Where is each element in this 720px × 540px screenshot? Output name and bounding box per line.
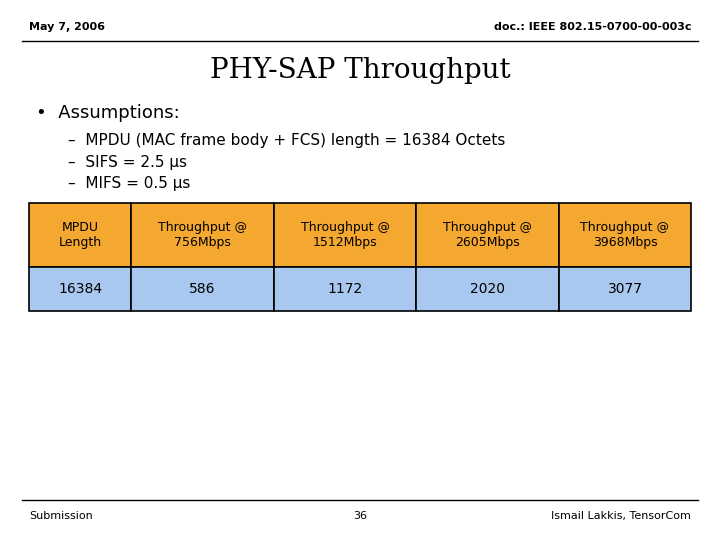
Text: •  Assumptions:: • Assumptions: <box>36 104 180 123</box>
Bar <box>29 202 132 267</box>
Text: 3077: 3077 <box>608 282 642 296</box>
Bar <box>132 202 274 267</box>
Text: –  MIFS = 0.5 μs: – MIFS = 0.5 μs <box>68 176 191 191</box>
Text: 36: 36 <box>353 511 367 521</box>
Text: May 7, 2006: May 7, 2006 <box>29 22 105 32</box>
Bar <box>559 202 691 267</box>
Text: –  MPDU (MAC frame body + FCS) length = 16384 Octets: – MPDU (MAC frame body + FCS) length = 1… <box>68 133 505 148</box>
Text: Throughput @
2605Mbps: Throughput @ 2605Mbps <box>443 221 532 249</box>
Bar <box>416 202 559 267</box>
Text: doc.: IEEE 802.15-0700-00-003c: doc.: IEEE 802.15-0700-00-003c <box>494 22 691 32</box>
Text: 2020: 2020 <box>470 282 505 296</box>
Text: –  SIFS = 2.5 μs: – SIFS = 2.5 μs <box>68 154 187 170</box>
Text: 16384: 16384 <box>58 282 102 296</box>
Text: Submission: Submission <box>29 511 93 521</box>
Text: Throughput @
1512Mbps: Throughput @ 1512Mbps <box>300 221 390 249</box>
Text: MPDU
Length: MPDU Length <box>58 221 102 249</box>
Bar <box>416 267 559 310</box>
Text: Ismail Lakkis, TensorCom: Ismail Lakkis, TensorCom <box>552 511 691 521</box>
Bar <box>559 267 691 310</box>
Bar <box>274 202 416 267</box>
Text: Throughput @
3968Mbps: Throughput @ 3968Mbps <box>580 221 670 249</box>
Bar <box>132 267 274 310</box>
Text: Throughput @
756Mbps: Throughput @ 756Mbps <box>158 221 247 249</box>
Text: 1172: 1172 <box>328 282 363 296</box>
Bar <box>29 267 132 310</box>
Bar <box>274 267 416 310</box>
Text: PHY-SAP Throughput: PHY-SAP Throughput <box>210 57 510 84</box>
Text: 586: 586 <box>189 282 216 296</box>
